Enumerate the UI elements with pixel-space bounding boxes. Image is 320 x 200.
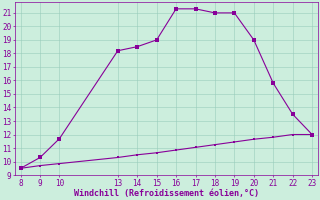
- X-axis label: Windchill (Refroidissement éolien,°C): Windchill (Refroidissement éolien,°C): [74, 189, 259, 198]
